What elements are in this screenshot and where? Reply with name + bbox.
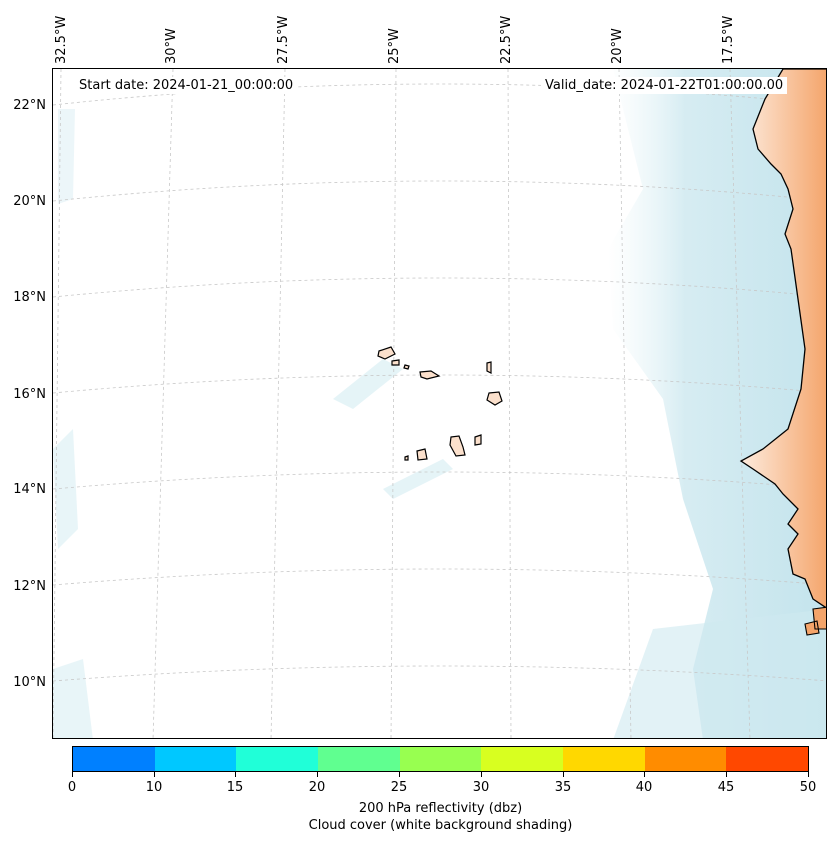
cbar-tick-6	[563, 772, 564, 777]
colorbar-seg-3	[318, 747, 400, 771]
lat-label-20n: 20°N	[13, 194, 46, 209]
valid-date-label: Valid_date: 2024-01-22T01:00:00.00	[541, 77, 788, 94]
colorbar-seg-0	[73, 747, 155, 771]
cbar-tick-0	[72, 772, 73, 777]
colorbar	[72, 746, 809, 772]
lon-label-32-5w: 32.5°W	[54, 15, 69, 64]
cloud-streak-southwest	[53, 659, 93, 738]
lat-label-22n: 22°N	[13, 98, 46, 113]
colorbar-seg-4	[399, 747, 482, 771]
graticule	[53, 69, 826, 738]
map-panel	[52, 68, 827, 739]
colorbar-seg-2	[236, 747, 319, 771]
cbar-tick-label-20: 20	[308, 780, 326, 795]
cbar-tick-label-35: 35	[554, 780, 572, 795]
cloud-streak-west	[53, 429, 78, 549]
lat-label-12n: 12°N	[13, 579, 46, 594]
map-canvas	[53, 69, 826, 738]
africa-land	[739, 69, 826, 609]
colorbar-sublabel: Cloud cover (white background shading)	[308, 818, 573, 833]
lon-label-27-5w: 27.5°W	[276, 15, 291, 64]
cbar-tick-label-40: 40	[635, 780, 653, 795]
bijagos-islands	[804, 606, 826, 636]
cbar-tick-4	[399, 772, 400, 777]
cbar-tick-9	[808, 772, 809, 777]
cbar-tick-label-10: 10	[145, 780, 163, 795]
lat-label-18n: 18°N	[13, 290, 46, 305]
cbar-tick-label-15: 15	[226, 780, 244, 795]
start-date-label: Start date: 2024-01-21_00:00:00	[75, 77, 298, 94]
lat-label-16n: 16°N	[13, 387, 46, 402]
lon-label-17-5w: 17.5°W	[721, 15, 736, 64]
cbar-tick-1	[154, 772, 155, 777]
lon-label-30w: 30°W	[164, 28, 179, 64]
cloud-streak-islands	[333, 359, 403, 409]
cbar-tick-7	[644, 772, 645, 777]
cape-verde-islands	[377, 346, 503, 461]
colorbar-seg-6	[563, 747, 645, 771]
colorbar-seg-7	[644, 747, 727, 771]
lon-label-22-5w: 22.5°W	[499, 15, 514, 64]
cbar-tick-8	[726, 772, 727, 777]
lon-label-20w: 20°W	[610, 28, 625, 64]
cbar-tick-label-25: 25	[390, 780, 408, 795]
colorbar-seg-1	[154, 747, 237, 771]
cloud-shading-east	[608, 69, 826, 738]
cbar-tick-5	[481, 772, 482, 777]
cbar-tick-2	[235, 772, 236, 777]
lat-label-10n: 10°N	[13, 675, 46, 690]
colorbar-label: 200 hPa reflectivity (dbz)	[358, 801, 523, 816]
cloud-streak-northwest	[58, 109, 75, 204]
cbar-tick-label-45: 45	[717, 780, 735, 795]
lat-label-14n: 14°N	[13, 482, 46, 497]
cbar-tick-3	[317, 772, 318, 777]
cloud-streak-south	[383, 459, 453, 499]
cbar-tick-label-0: 0	[67, 780, 77, 795]
cbar-tick-label-30: 30	[472, 780, 490, 795]
colorbar-seg-8	[726, 747, 809, 771]
lon-label-25w: 25°W	[387, 28, 402, 64]
colorbar-seg-5	[481, 747, 564, 771]
cbar-tick-label-50: 50	[799, 780, 817, 795]
